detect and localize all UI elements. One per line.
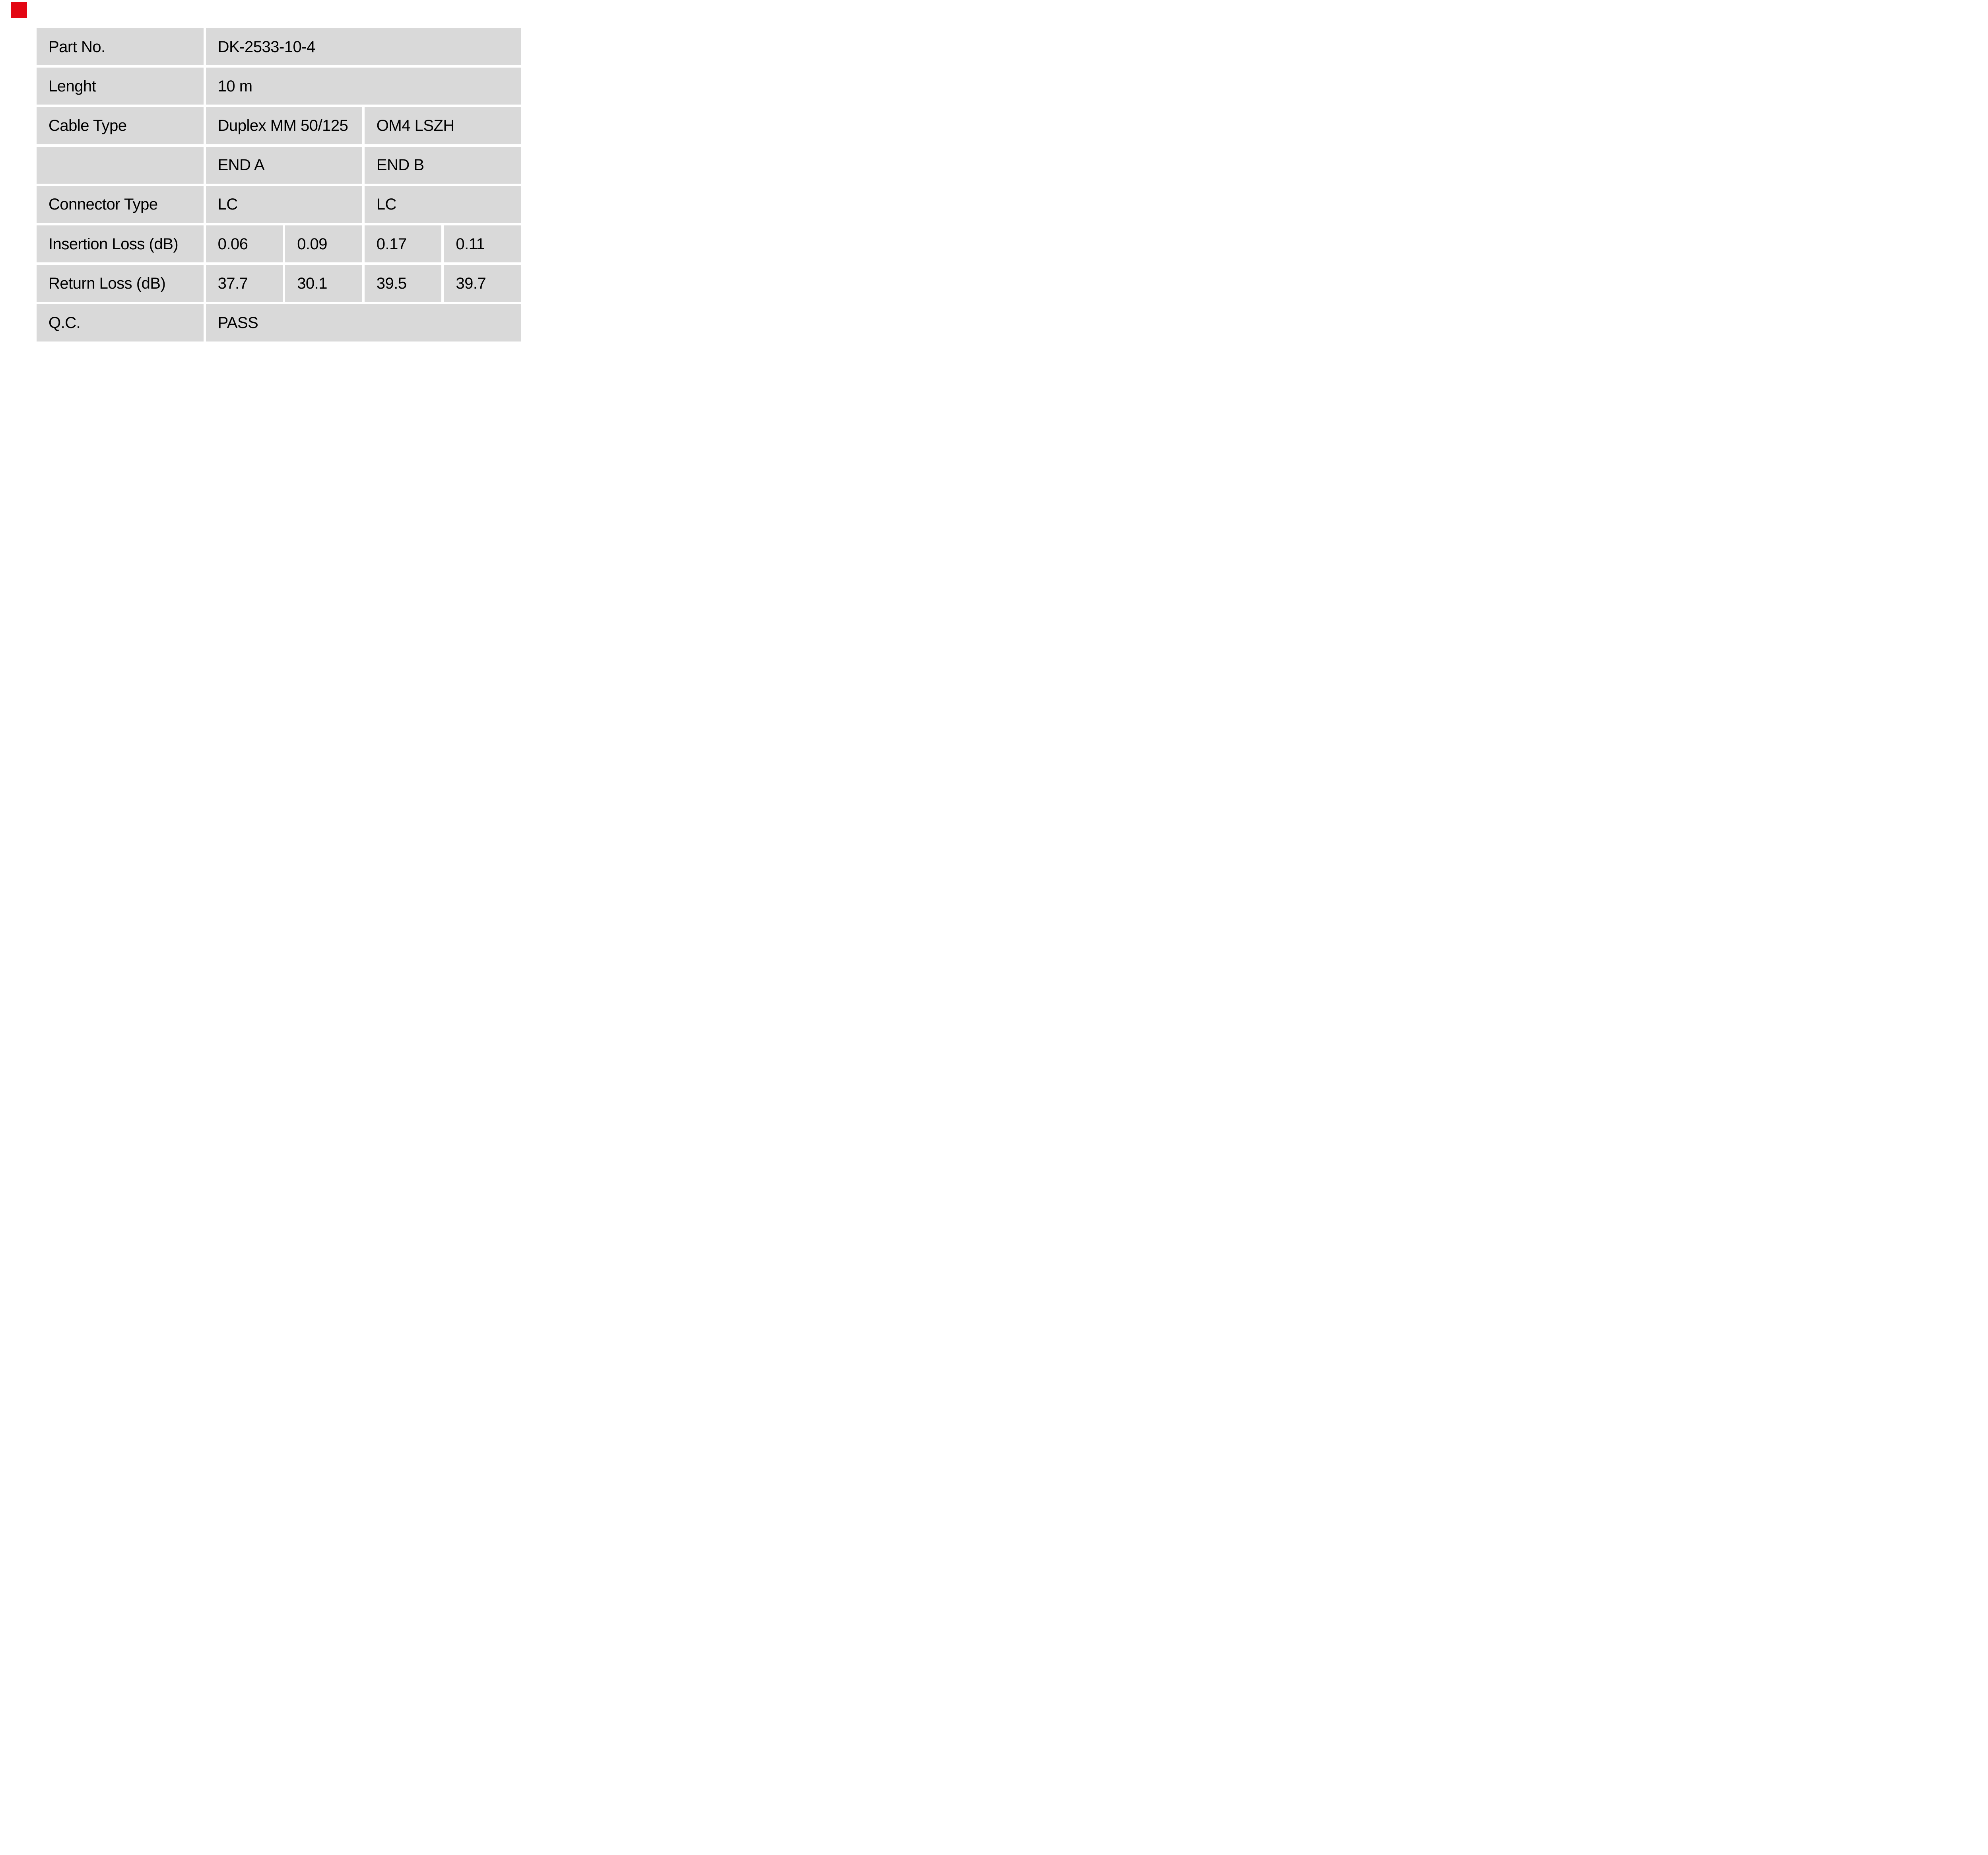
row-value-cell: LC bbox=[206, 186, 362, 223]
row-value-cell: OM4 LSZH bbox=[364, 107, 521, 144]
row-label-cell: Insertion Loss (dB) bbox=[37, 225, 204, 263]
table-row-length: Lenght 10 m bbox=[37, 68, 521, 105]
row-value-cell: DK-2533-10-4 bbox=[206, 28, 521, 66]
row-value-cell: 0.11 bbox=[444, 225, 521, 263]
qc-spec-table: Part No. DK-2533-10-4 Lenght 10 m Cable … bbox=[37, 28, 521, 342]
row-value-cell: 37.7 bbox=[206, 265, 283, 302]
table-row-insertion-loss: Insertion Loss (dB) 0.06 0.09 0.17 0.11 bbox=[37, 225, 521, 263]
table-row-cable-type: Cable Type Duplex MM 50/125 OM4 LSZH bbox=[37, 107, 521, 144]
row-label-cell: Q.C. bbox=[37, 304, 204, 342]
row-value-cell: 0.06 bbox=[206, 225, 283, 263]
table-row-part-no: Part No. DK-2533-10-4 bbox=[37, 28, 521, 66]
row-label-cell: Connector Type bbox=[37, 186, 204, 223]
row-value-cell: 39.5 bbox=[364, 265, 442, 302]
table-row-return-loss: Return Loss (dB) 37.7 30.1 39.5 39.7 bbox=[37, 265, 521, 302]
row-label-cell: Return Loss (dB) bbox=[37, 265, 204, 302]
row-value-cell: LC bbox=[364, 186, 521, 223]
row-label-cell-empty bbox=[37, 146, 204, 184]
row-value-cell: 0.09 bbox=[285, 225, 362, 263]
table-row-end-header: END A END B bbox=[37, 146, 521, 184]
row-value-cell: Duplex MM 50/125 bbox=[206, 107, 362, 144]
row-value-cell: PASS bbox=[206, 304, 521, 342]
row-label-cell: Cable Type bbox=[37, 107, 204, 144]
row-value-cell: 30.1 bbox=[285, 265, 362, 302]
red-corner-mark bbox=[11, 2, 27, 18]
table-row-connector-type: Connector Type LC LC bbox=[37, 186, 521, 223]
row-value-cell: 0.17 bbox=[364, 225, 442, 263]
row-label-cell: Part No. bbox=[37, 28, 204, 66]
table-row-qc: Q.C. PASS bbox=[37, 304, 521, 342]
datasheet-page: Part No. DK-2533-10-4 Lenght 10 m Cable … bbox=[0, 0, 557, 371]
row-value-cell: 39.7 bbox=[444, 265, 521, 302]
row-value-cell: END B bbox=[364, 146, 521, 184]
row-label-cell: Lenght bbox=[37, 68, 204, 105]
row-value-cell: END A bbox=[206, 146, 362, 184]
row-value-cell: 10 m bbox=[206, 68, 521, 105]
